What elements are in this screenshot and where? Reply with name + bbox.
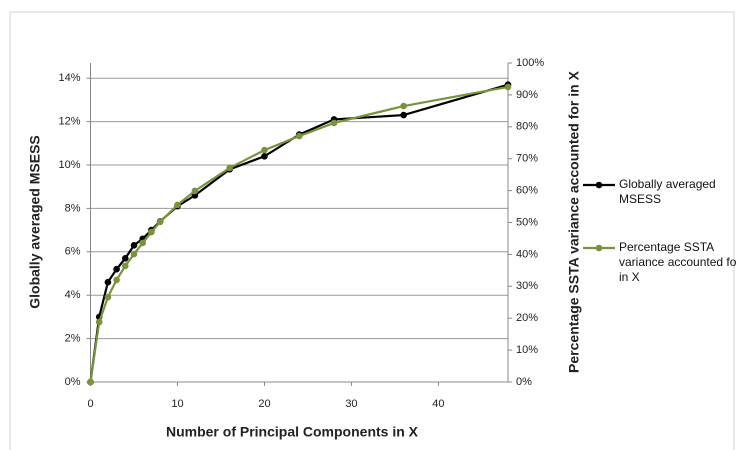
point [261,153,268,160]
point [121,255,129,262]
point [95,318,103,326]
x-tick-label: 40 [432,398,444,410]
point [130,241,138,249]
y2-tick-label: 10% [516,344,538,356]
point [400,111,407,119]
point [104,293,112,301]
legend-marker [595,181,603,189]
x-tick-label: 10 [171,398,183,410]
legend-label: Globally averaged MSESS [619,177,716,206]
y-tick-label: 10% [58,159,80,171]
y2-tick-label: 20% [516,312,538,324]
x-tick-label: 30 [345,398,357,410]
x-tick-label: 0 [87,398,93,410]
y2-tick-label: 80% [516,121,538,133]
point [130,250,138,258]
y2-tick-label: 100% [516,57,544,69]
y2-tick-label: 0% [516,376,532,388]
point [113,276,120,284]
y2-tick-label: 50% [516,216,538,228]
x-tick-label: 20 [258,398,270,410]
point [400,102,407,110]
y2-tick-label: 30% [516,280,538,292]
point [148,228,155,236]
x-axis-title: Number of Principal Components in X [166,424,419,440]
point [174,201,181,209]
y-axis-title: Globally averaged MSESS [27,135,43,309]
y2-tick-label: 60% [516,185,538,197]
point [121,262,129,270]
point [139,239,146,247]
y-tick-label: 14% [58,72,80,84]
y-tick-label: 6% [65,246,81,258]
point [226,164,233,172]
y2-tick-label: 70% [516,153,538,165]
point [504,83,512,91]
y-tick-label: 4% [65,289,81,301]
point [104,278,112,286]
legend-marker [595,244,603,252]
y-tick-label: 0% [65,376,81,388]
point [87,378,94,386]
y-tick-label: 8% [65,202,81,214]
legend-label: Percentage SSTA variance accounted for i… [619,240,737,284]
point [113,265,120,273]
y2-tick-label: 90% [516,89,538,101]
y-tick-label: 12% [58,115,80,127]
y-tick-label: 2% [65,333,81,345]
point [191,187,199,195]
chart-frame [9,11,735,450]
y2-axis-title: Percentage SSTA variance accounted for i… [566,70,582,373]
point [261,146,268,154]
point [156,218,164,226]
y2-tick-label: 40% [516,248,538,260]
point [295,132,303,140]
point [330,119,338,127]
